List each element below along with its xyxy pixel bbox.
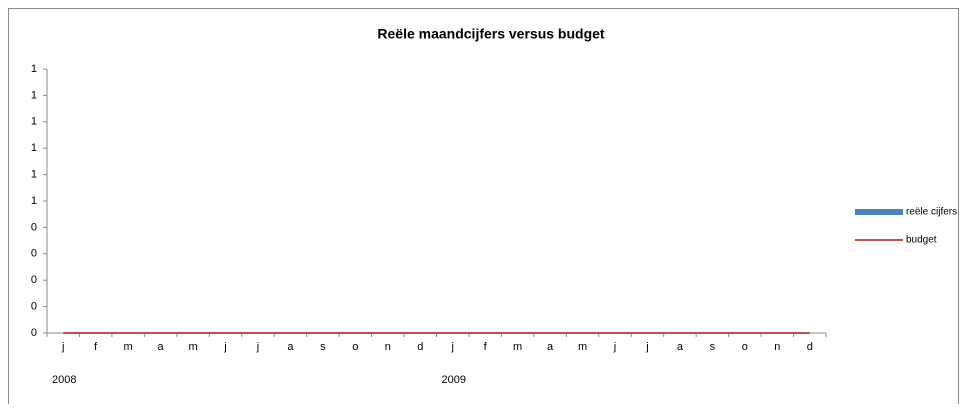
legend-label: reële cijfers (906, 207, 957, 218)
x-tick-label: m (188, 341, 197, 353)
x-tick-label: m (578, 341, 587, 353)
x-tick-label: j (645, 341, 648, 353)
x-tick-label: s (710, 341, 716, 353)
x-tick-label: a (677, 341, 684, 353)
y-tick-label: 1 (31, 195, 37, 207)
x-tick-label: j (61, 341, 64, 353)
x-tick-label: n (385, 341, 391, 353)
y-tick-label: 0 (31, 274, 37, 286)
legend-swatch (855, 209, 903, 215)
x-tick-label: m (124, 341, 133, 353)
x-tick-label: d (417, 341, 423, 353)
x-tick-label: o (352, 341, 358, 353)
chart-title: Reële maandcijfers versus budget (377, 26, 605, 42)
y-tick-label: 0 (31, 327, 37, 339)
chart-frame (8, 8, 959, 409)
legend-label: budget (906, 235, 937, 246)
x-tick-label: j (256, 341, 259, 353)
y-tick-label: 1 (31, 169, 37, 181)
x-tick-label: f (94, 341, 98, 353)
y-tick-label: 0 (31, 301, 37, 313)
x-tick-label: a (547, 341, 554, 353)
x-tick-label: a (287, 341, 294, 353)
x-tick-label: j (223, 341, 226, 353)
x-tick-label: m (513, 341, 522, 353)
y-tick-label: 1 (31, 142, 37, 154)
y-tick-label: 1 (31, 116, 37, 128)
y-tick-label: 0 (31, 221, 37, 233)
x-tick-label: j (451, 341, 454, 353)
x-tick-label: f (484, 341, 488, 353)
y-tick-label: 1 (31, 63, 37, 75)
year-label: 2009 (442, 374, 466, 386)
y-tick-label: 1 (31, 89, 37, 101)
x-tick-label: a (158, 341, 165, 353)
year-label: 2008 (52, 374, 76, 386)
x-tick-label: j (613, 341, 616, 353)
x-tick-label: n (774, 341, 780, 353)
y-tick-label: 0 (31, 248, 37, 260)
x-tick-label: s (320, 341, 326, 353)
x-tick-label: d (807, 341, 813, 353)
x-tick-label: o (742, 341, 748, 353)
